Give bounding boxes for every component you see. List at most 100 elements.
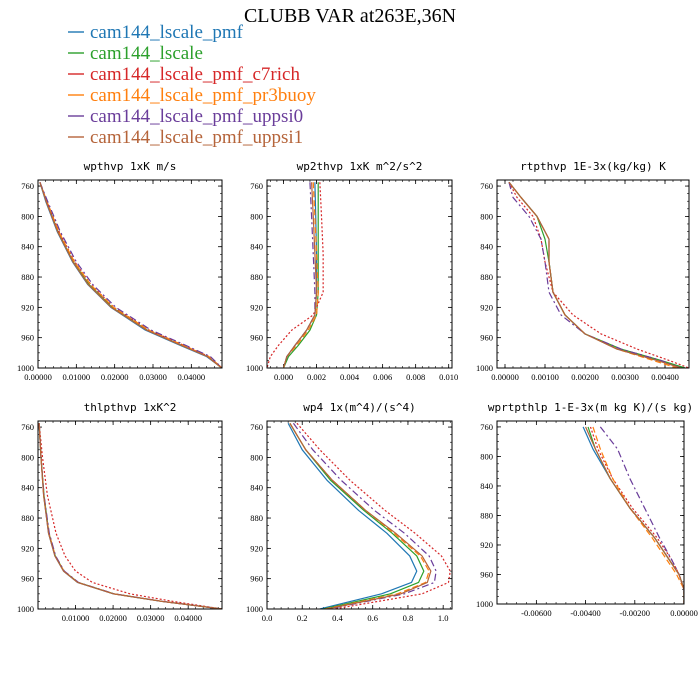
- panel-5: wp4 1x(m^4)/(s^4)76080084088092096010000…: [246, 401, 453, 623]
- x-tick-label: 1.0: [438, 613, 449, 623]
- series-line-cam144_lscale_pmf_uppsi0: [508, 182, 682, 368]
- y-tick-label: 840: [250, 242, 263, 252]
- y-tick-label: 960: [21, 333, 34, 343]
- series-line-cam144_lscale_pmf_uppsi0: [39, 182, 222, 368]
- y-tick-label: 880: [21, 272, 34, 282]
- y-tick-label: 960: [480, 333, 493, 343]
- series-line-cam144_lscale_pmf_c7rich: [296, 422, 451, 609]
- x-tick-label: 0.00100: [531, 372, 559, 382]
- y-tick-label: 920: [480, 302, 493, 312]
- legend-entry: cam144_lscale_pmf: [90, 22, 244, 43]
- y-tick-label: 880: [250, 272, 263, 282]
- y-tick-label: 1000: [476, 599, 493, 609]
- y-tick-label: 880: [21, 513, 34, 523]
- x-tick-label: 0.00000: [670, 608, 698, 618]
- series-line-cam144_lscale: [39, 182, 222, 368]
- series-line-cam144_lscale_pmf_uppsi1: [289, 422, 432, 609]
- y-tick-label: 840: [250, 483, 263, 493]
- x-tick-label: -0.00200: [620, 608, 650, 618]
- y-tick-label: 840: [21, 242, 34, 252]
- x-tick-label: 0.03000: [137, 613, 165, 623]
- y-tick-label: 840: [480, 242, 493, 252]
- x-tick-label: 0.00400: [651, 372, 679, 382]
- y-tick-label: 1000: [17, 604, 34, 614]
- x-tick-label: 0.00000: [24, 372, 52, 382]
- series-line-cam144_lscale_pmf_uppsi1: [38, 423, 222, 609]
- series-line-cam144_lscale_pmf_uppsi1: [585, 426, 684, 604]
- x-tick-label: 0.002: [307, 372, 326, 382]
- y-tick-label: 960: [480, 569, 493, 579]
- y-tick-label: 920: [21, 302, 34, 312]
- panel-title: rtpthvp 1E-3x(kg/kg) K: [520, 160, 666, 173]
- x-tick-label: 0.02000: [99, 613, 127, 623]
- figure-title: CLUBB VAR at263E,36N: [244, 5, 456, 27]
- y-tick-label: 760: [250, 422, 263, 432]
- y-tick-label: 880: [480, 510, 493, 520]
- series-line-cam144_lscale_pmf: [287, 422, 418, 609]
- x-tick-label: 0.01000: [63, 372, 91, 382]
- x-tick-label: 0.008: [406, 372, 425, 382]
- y-tick-label: 800: [250, 211, 263, 221]
- plot-frame: [37, 420, 223, 610]
- y-tick-label: 1000: [17, 363, 34, 373]
- series-line-cam144_lscale_pmf: [38, 423, 222, 609]
- y-tick-label: 920: [250, 543, 263, 553]
- series-line-cam144_lscale_pmf_uppsi0: [599, 426, 684, 604]
- series-line-cam144_lscale_pmf_uppsi1: [508, 181, 682, 368]
- y-tick-label: 1000: [246, 363, 263, 373]
- series-line-cam144_lscale_pmf_pr3buoy: [38, 423, 222, 609]
- panel-1: wpthvp 1xK m/s 760 800 840 880 920 960 10000.00…: [17, 160, 223, 382]
- plot-frame: [496, 179, 690, 369]
- legend: cam144_lscale_pmfcam144_lscalecam144_lsc…: [68, 22, 316, 148]
- y-tick-label: 960: [250, 333, 263, 343]
- x-tick-label: 0.8: [403, 613, 414, 623]
- series-line-cam144_lscale_pmf_uppsi0: [38, 423, 222, 609]
- y-tick-label: 760: [250, 181, 263, 191]
- y-tick-label: 1000: [476, 363, 493, 373]
- x-tick-label: 0.2: [297, 613, 308, 623]
- y-tick-label: 920: [480, 540, 493, 550]
- panel-4: thlpthvp 1xK^2 760 800 840 880 920 960 1000 0.01…: [17, 401, 223, 623]
- x-tick-label: -0.00600: [521, 608, 551, 618]
- y-tick-label: 1000: [246, 604, 263, 614]
- series-line-cam144_lscale_pmf_uppsi1: [39, 182, 222, 368]
- y-tick-label: 760: [21, 422, 34, 432]
- legend-entry: cam144_lscale_pmf_uppsi1: [90, 127, 303, 148]
- y-tick-label: 800: [480, 451, 493, 461]
- x-tick-label: -0.00400: [570, 608, 600, 618]
- x-tick-label: 0.010: [439, 372, 458, 382]
- x-tick-label: 0.03000: [139, 372, 167, 382]
- series-line-cam144_lscale: [282, 182, 319, 368]
- legend-entry: cam144_lscale_pmf_c7rich: [90, 64, 300, 85]
- legend-entry: cam144_lscale: [90, 43, 203, 64]
- series-line-cam144_lscale: [289, 422, 425, 609]
- x-tick-label: 0.04000: [174, 613, 202, 623]
- x-tick-label: 0.00300: [611, 372, 639, 382]
- x-tick-label: 0.000: [274, 372, 293, 382]
- panel-title: wp2thvp 1xK m^2/s^2: [297, 160, 423, 173]
- x-tick-label: 0.01000: [62, 613, 90, 623]
- y-tick-label: 800: [21, 452, 34, 462]
- panel-2: wp2thvp 1xK m^2/s^2 760 800 840 880 920 960 100…: [246, 160, 458, 382]
- y-tick-label: 960: [250, 574, 263, 584]
- y-tick-label: 760: [21, 181, 34, 191]
- series-line-cam144_lscale_pmf_pr3buoy: [289, 422, 430, 609]
- series-line-cam144_lscale_pmf_uppsi1: [282, 182, 318, 368]
- x-tick-label: 0.4: [332, 613, 343, 623]
- y-tick-label: 800: [480, 211, 493, 221]
- y-tick-label: 960: [21, 574, 34, 584]
- y-tick-label: 840: [21, 483, 34, 493]
- legend-entry: cam144_lscale_pmf_pr3buoy: [90, 85, 316, 106]
- plot-frame: [37, 179, 223, 369]
- panel-6: wprtpthlp 1-E-3x(m kg K)/(s kg) 760 800 840…: [476, 401, 698, 618]
- panel-title: wp4 1x(m^4)/(s^4): [303, 401, 416, 414]
- series-line-cam144_lscale_pmf_uppsi0: [282, 182, 316, 368]
- panel-title: wprtpthlp 1-E-3x(m kg K)/(s kg): [488, 401, 693, 414]
- panels: wpthvp 1xK m/s76080084088092096010000.00…: [17, 160, 698, 623]
- y-tick-label: 880: [480, 272, 493, 282]
- series-line-cam144_lscale_pmf_pr3buoy: [282, 182, 319, 368]
- panel-3: rtpthvp 1E-3x(kg/kg) K 760 800 840 880 920 960…: [476, 160, 690, 382]
- y-tick-label: 920: [21, 543, 34, 553]
- plot-frame: [266, 420, 453, 610]
